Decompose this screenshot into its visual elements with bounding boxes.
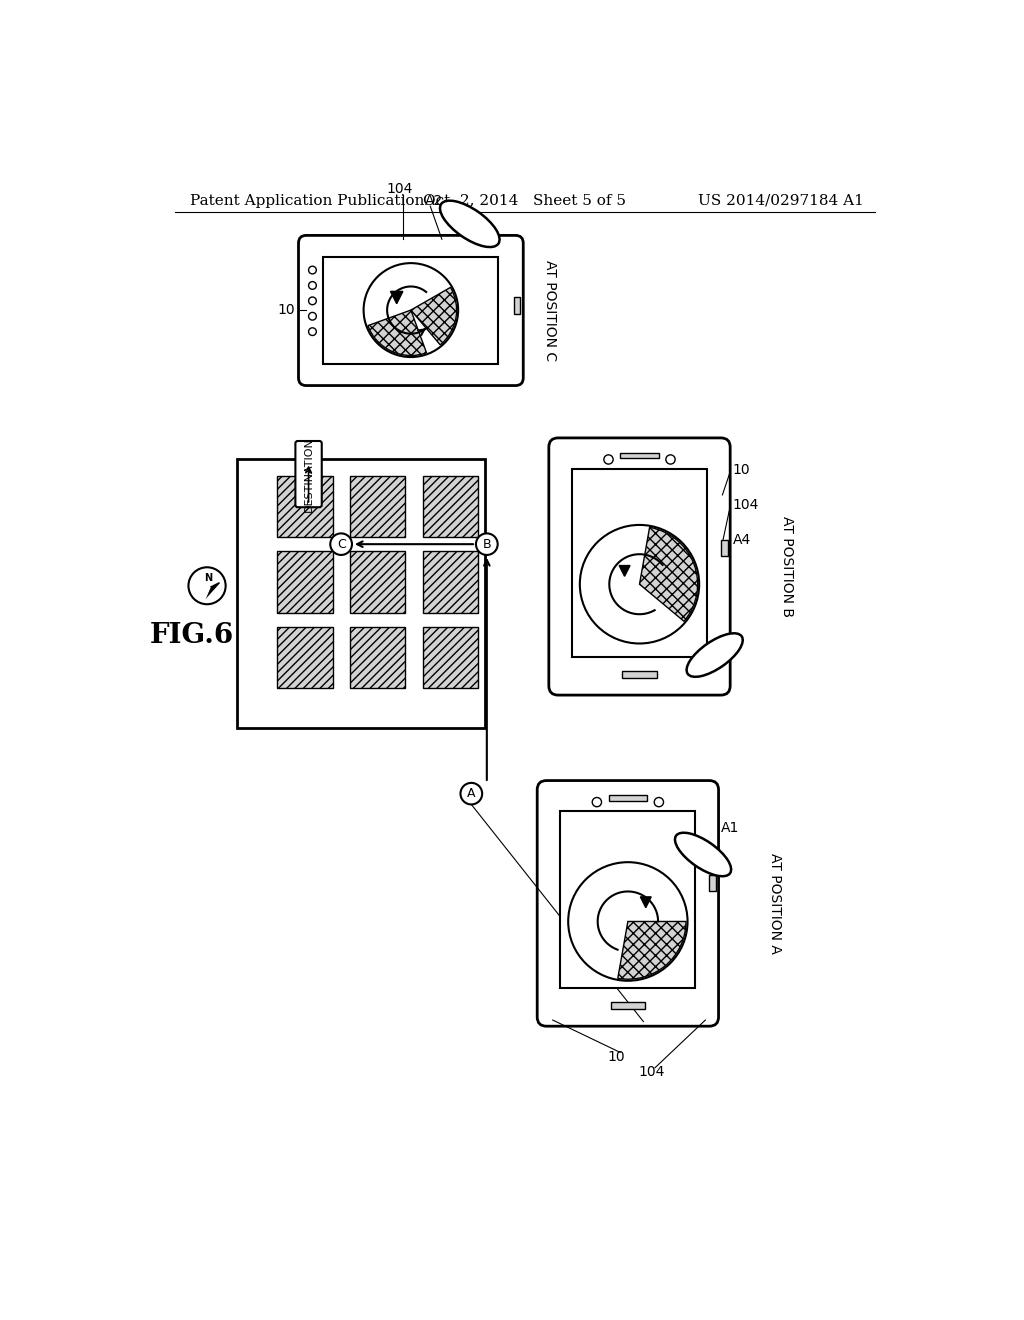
Circle shape [476,533,498,554]
Text: 10: 10 [278,304,295,317]
Text: A: A [467,787,475,800]
Wedge shape [617,921,686,979]
Text: 10: 10 [732,463,751,478]
Text: A1: A1 [721,821,739,836]
Bar [349,475,406,537]
Circle shape [654,797,664,807]
Polygon shape [200,585,210,598]
Text: 104: 104 [386,182,413,197]
Text: AT POSITION A: AT POSITION A [768,853,782,953]
Circle shape [308,327,316,335]
Bar [623,672,656,678]
Circle shape [568,862,687,981]
Bar [349,627,406,688]
Text: 10: 10 [607,1049,625,1064]
Text: 104: 104 [732,498,759,512]
Circle shape [461,783,482,804]
Circle shape [308,313,316,321]
Wedge shape [411,288,457,345]
Wedge shape [640,527,697,622]
Bar [276,552,333,612]
Bar [611,1002,645,1010]
Ellipse shape [440,201,500,247]
Text: N: N [205,573,213,583]
Text: AT POSITION C: AT POSITION C [544,260,557,360]
Text: Patent Application Publication: Patent Application Publication [190,194,424,207]
Bar [621,453,658,458]
Bar [514,297,520,314]
Bar [423,552,478,612]
Bar [560,812,695,989]
Text: AT POSITION B: AT POSITION B [779,516,794,616]
Bar [349,552,406,612]
Bar [276,475,333,537]
Text: 104: 104 [638,1065,665,1080]
Bar [276,627,333,688]
Circle shape [308,297,316,305]
Polygon shape [620,565,630,577]
Circle shape [188,568,225,605]
Polygon shape [206,582,219,598]
Text: C: C [337,537,345,550]
Text: B: B [482,537,492,550]
Bar [324,257,499,364]
Polygon shape [640,896,651,908]
Ellipse shape [675,833,731,876]
Circle shape [580,525,699,644]
Circle shape [308,267,316,275]
Text: Oct. 2, 2014   Sheet 5 of 5: Oct. 2, 2014 Sheet 5 of 5 [423,194,627,207]
Circle shape [666,455,675,465]
Text: US 2014/0297184 A1: US 2014/0297184 A1 [698,194,864,207]
Circle shape [592,797,601,807]
Text: A4: A4 [732,532,751,546]
Bar [608,795,647,800]
Text: A2: A2 [425,194,443,207]
FancyBboxPatch shape [538,780,719,1026]
Ellipse shape [687,634,742,677]
Circle shape [308,281,316,289]
Text: FIG.6: FIG.6 [150,622,233,649]
Wedge shape [368,310,427,355]
FancyBboxPatch shape [549,438,730,696]
Bar [572,469,707,657]
Bar [710,875,716,891]
Bar [423,475,478,537]
Bar [423,627,478,688]
Text: DESTINATION: DESTINATION [303,437,313,512]
FancyBboxPatch shape [299,235,523,385]
Circle shape [364,263,458,358]
Bar [721,540,728,557]
Circle shape [331,533,352,554]
FancyBboxPatch shape [295,441,322,507]
Circle shape [604,455,613,465]
Bar [237,459,484,729]
Polygon shape [390,292,402,304]
